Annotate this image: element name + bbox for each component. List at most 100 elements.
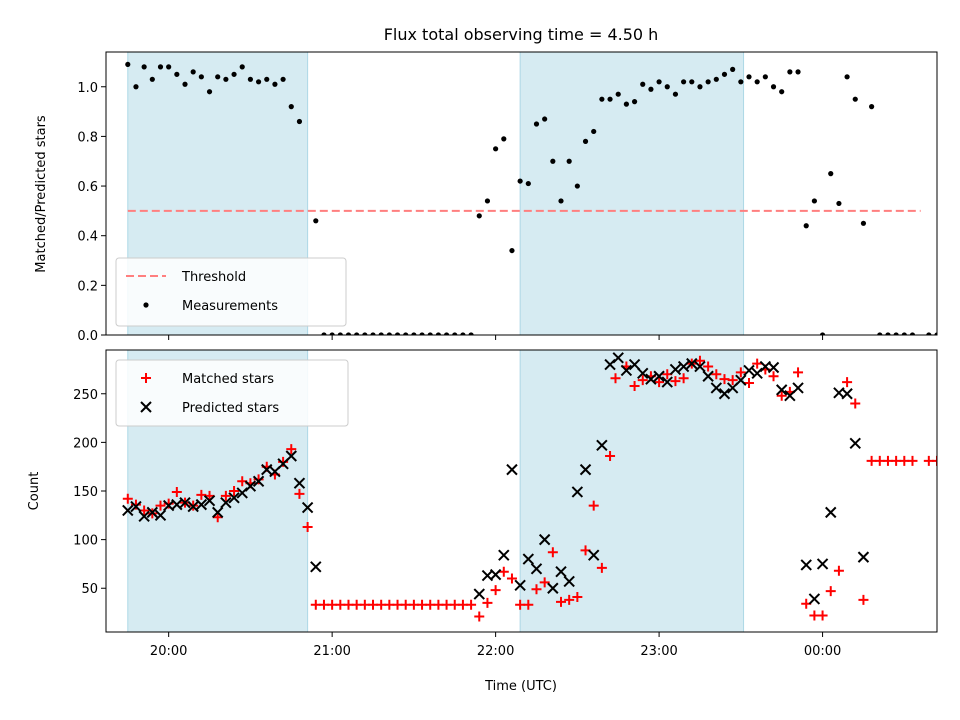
bottom-data-point [677,360,690,373]
top-data-point [770,84,777,90]
bottom-data-point [293,477,306,489]
top-data-point [623,101,629,107]
bottom-y-tick-label: 50 [81,582,98,597]
bottom-data-point [588,500,599,511]
bottom-series-2 [122,352,870,605]
top-data-point [182,81,188,87]
top-panel: 0.0 0.2 0.4 0.6 0.8 1.0 Threshold Measurements [77,51,938,344]
x-tick-label: 00:00 [804,644,841,659]
bottom-data-point [702,370,714,382]
bottom-data-point [596,439,608,452]
top-y-tick-label: 0.6 [77,180,98,195]
top-data-point [157,64,164,70]
top-data-point [239,64,245,70]
bottom-data-point [261,463,273,476]
top-y-tick-label: 0.4 [77,230,98,245]
top-legend-label: Measurements [182,299,278,314]
bottom-data-point [816,558,829,570]
top-data-point [721,71,728,77]
bottom-data-point [220,490,231,501]
top-data-point [370,332,376,335]
bottom-data-point [530,563,543,575]
top-data-point [566,158,572,164]
top-data-point [574,183,580,189]
top-data-point [926,332,932,335]
top-data-point [149,76,155,82]
top-data-point [738,79,744,85]
bottom-data-point [857,551,870,563]
chart-title: Flux total observing time = 4.50 h [384,25,659,44]
bottom-data-point [474,611,485,622]
top-data-point [550,158,556,164]
bottom-data-point [907,455,918,466]
top-data-point [452,332,458,335]
bottom-data-point [571,486,584,498]
bottom-data-point [817,610,828,621]
bottom-data-point [718,388,731,400]
bottom-legend-box [115,359,349,427]
bottom-y-tick-label: 150 [73,485,98,500]
bottom-y-tick-label: 200 [73,436,98,451]
top-y-tick-label: 0.8 [77,130,98,145]
bottom-data-point [661,376,673,388]
top-data-point [909,332,916,335]
bottom-data-point [628,358,641,371]
top-data-point [264,76,270,82]
bottom-data-point [489,568,502,581]
top-data-point [656,79,662,85]
top-data-point [174,71,180,77]
bottom-y-axis-label: Count [27,472,42,511]
x-tick-label: 23:00 [640,644,677,659]
bottom-data-point [310,561,322,573]
bottom-legend: Matched stars Predicted stars [115,359,349,427]
bottom-data-point [252,475,265,487]
x-tick-label: 22:00 [477,644,514,659]
x-tick-label: 20:00 [150,644,187,659]
bottom-data-point [146,506,159,519]
bottom-data-point [498,549,510,561]
top-data-point [509,247,515,254]
top-data-point [501,136,507,142]
bottom-data-point [130,500,142,513]
top-data-point [754,79,760,85]
bottom-data-point [212,506,224,519]
top-data-point [525,180,531,187]
top-series-1 [125,61,937,335]
bottom-data-point [122,493,133,504]
top-data-point [631,99,638,105]
bottom-legend-label: Matched stars [182,372,274,387]
top-data-point [852,96,858,102]
top-data-point [362,332,368,335]
bottom-data-point [522,553,535,565]
bottom-data-point [490,585,501,596]
top-legend-marker [143,302,149,308]
top-data-point [125,61,131,68]
bottom-data-point [776,390,787,401]
top-y-tick-label: 1.0 [77,81,98,96]
bottom-data-point [744,378,755,389]
bottom-data-point [792,382,804,394]
top-data-point [730,66,736,72]
bottom-data-point [286,444,297,455]
top-data-point [411,332,417,335]
bottom-data-point [587,549,600,561]
top-y-tick-label: 0.2 [77,279,98,294]
top-data-point [354,332,360,335]
bottom-data-point [735,367,746,378]
bottom-data-point [620,364,633,377]
bottom-data-point [506,573,517,584]
bottom-data-point [466,599,477,610]
bottom-data-point [612,352,624,364]
bottom-data-point [678,373,689,384]
top-data-point [247,76,254,82]
top-data-point [394,332,401,335]
bottom-data-point [849,437,861,450]
top-data-point [493,146,499,152]
bottom-data-point [637,375,648,386]
top-data-point [885,332,891,335]
bottom-data-point [285,450,297,462]
bottom-data-point [547,582,559,594]
top-data-point [329,332,335,335]
top-data-point [648,86,654,92]
bottom-data-point [767,361,780,374]
